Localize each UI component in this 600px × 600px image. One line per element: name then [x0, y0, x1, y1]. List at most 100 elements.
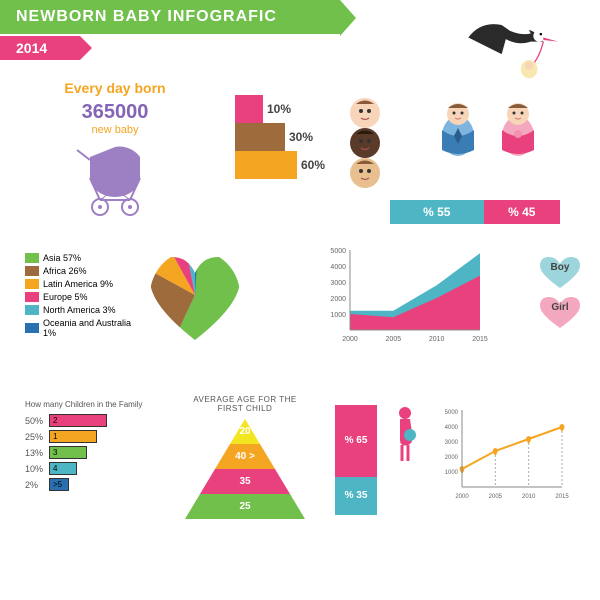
svg-text:2005: 2005 — [386, 336, 402, 343]
ethnicity-bar-row: 10% — [235, 95, 325, 123]
legend-label: North America 3% — [43, 305, 116, 315]
svg-text:2015: 2015 — [472, 336, 488, 343]
year-text: 2014 — [16, 40, 47, 56]
title-text: NEWBORN BABY INFOGRAFIC — [16, 8, 277, 25]
family-pct: 2% — [25, 480, 49, 490]
ethnicity-pct: 10% — [263, 102, 291, 116]
svg-text:2010: 2010 — [522, 494, 536, 500]
daily-births-sub: new baby — [25, 124, 205, 136]
pyramid-tier: 35 — [200, 469, 290, 494]
legend-row: Europe 5% — [25, 292, 140, 302]
family-bar: 1 — [49, 430, 97, 443]
ethnicity-bar — [235, 123, 285, 151]
family-bar: 3 — [49, 446, 87, 459]
svg-text:1000: 1000 — [445, 470, 459, 476]
family-pct: 13% — [25, 448, 49, 458]
svg-text:3000: 3000 — [330, 280, 346, 287]
ethnicity-bar — [235, 95, 263, 123]
pregnant-woman-icon — [390, 405, 420, 465]
legend-swatch — [25, 323, 39, 333]
daily-births-number: 365000 — [25, 101, 205, 124]
gender-heart-legend: Boy Girl — [535, 250, 585, 334]
gender-split-bar: % 55% 45 — [390, 200, 560, 224]
daily-births-heading: Every day born — [25, 80, 205, 97]
ethnicity-bar-row: 60% — [235, 151, 325, 179]
pyramid-tier: 25 — [185, 494, 305, 519]
family-title: How many Children in the Family — [25, 400, 165, 409]
svg-text:2015: 2015 — [555, 494, 569, 500]
svg-text:4000: 4000 — [330, 264, 346, 271]
title-ribbon: NEWBORN BABY INFOGRAFIC — [0, 0, 340, 34]
svg-text:4000: 4000 — [445, 425, 459, 431]
gender-segment: % 55 — [390, 200, 484, 224]
swaddle-girl-icon — [496, 100, 540, 156]
vbar-segment: % 35 — [335, 477, 377, 516]
svg-text:2000: 2000 — [330, 296, 346, 303]
legend-label: Oceania and Australia 1% — [43, 318, 140, 338]
baby-face-icon — [350, 158, 380, 188]
svg-text:2010: 2010 — [429, 336, 445, 343]
gender-heart-label: Girl — [535, 302, 585, 313]
age-pyramid-panel: AVERAGE AGE FOR THE FIRST CHILD 2040 >35… — [180, 395, 310, 519]
svg-text:5000: 5000 — [330, 248, 346, 255]
legend-row: North America 3% — [25, 305, 140, 315]
area-chart-panel: 1000 2000 3000 4000 5000 2000 2005 2010 2015 — [330, 245, 560, 355]
baby-face-icon — [350, 128, 380, 158]
ethnicity-bar-row: 30% — [235, 123, 325, 151]
legend-label: Asia 57% — [43, 253, 81, 263]
family-bar-row: 13%3 — [25, 445, 165, 460]
family-bar: 4 — [49, 462, 77, 475]
heart-pie-chart — [140, 245, 250, 345]
gender-heart: Girl — [535, 294, 585, 330]
gender-heart: Boy — [535, 254, 585, 290]
family-bar-row: 25%1 — [25, 429, 165, 444]
legend-swatch — [25, 305, 39, 315]
swaddle-babies — [430, 100, 560, 161]
ethnicity-bars: 10% 30% 60% — [235, 95, 325, 179]
svg-text:2000: 2000 — [342, 336, 358, 343]
gender-heart-label: Boy — [535, 262, 585, 273]
svg-text:2005: 2005 — [489, 494, 503, 500]
family-bar: 2 — [49, 414, 107, 427]
family-bar-row: 50%2 — [25, 413, 165, 428]
family-bar: >5 — [49, 478, 69, 491]
family-bar-row: 10%4 — [25, 461, 165, 476]
legend-label: Latin America 9% — [43, 279, 113, 289]
svg-text:3000: 3000 — [445, 440, 459, 446]
stroller-icon — [75, 142, 155, 222]
family-bar-row: 2%>5 — [25, 477, 165, 492]
family-pct: 50% — [25, 416, 49, 426]
pyramid-title: AVERAGE AGE FOR THE FIRST CHILD — [180, 395, 310, 413]
baby-face-icon — [350, 98, 380, 128]
pyramid-tier: 40 > — [215, 444, 275, 469]
family-pct: 10% — [25, 464, 49, 474]
svg-text:1000: 1000 — [330, 312, 346, 319]
legend-swatch — [25, 292, 39, 302]
vbar-segment: % 65 — [335, 405, 377, 477]
legend-label: Europe 5% — [43, 292, 88, 302]
swaddle-boy-icon — [436, 100, 480, 156]
daily-births-panel: Every day born 365000 new baby — [25, 80, 205, 222]
region-legend: Asia 57% Africa 26% Latin America 9% Europe… — [25, 250, 140, 341]
legend-swatch — [25, 266, 39, 276]
family-pct: 25% — [25, 432, 49, 442]
legend-swatch — [25, 279, 39, 289]
legend-row: Africa 26% — [25, 266, 140, 276]
svg-text:5000: 5000 — [445, 410, 459, 416]
legend-swatch — [25, 253, 39, 263]
svg-text:2000: 2000 — [445, 455, 459, 461]
legend-row: Latin America 9% — [25, 279, 140, 289]
line-chart-panel: 1000 2000 3000 4000 5000 2000 2005 2010 2015 — [440, 405, 570, 515]
stork-icon — [460, 10, 560, 90]
gender-segment: % 45 — [484, 200, 561, 224]
area-chart: 1000 2000 3000 4000 5000 2000 2005 2010 2015 — [330, 245, 490, 345]
region-panel: Asia 57% Africa 26% Latin America 9% Europe… — [25, 245, 305, 345]
legend-row: Oceania and Australia 1% — [25, 318, 140, 338]
svg-text:2000: 2000 — [455, 494, 469, 500]
legend-row: Asia 57% — [25, 253, 140, 263]
ethnicity-pct: 60% — [297, 158, 325, 172]
line-chart: 1000 2000 3000 4000 5000 2000 2005 2010 2015 — [440, 405, 570, 505]
year-ribbon: 2014 — [0, 36, 80, 60]
family-size-panel: How many Children in the Family 50%225%1… — [25, 400, 165, 493]
ethnicity-pct: 30% — [285, 130, 313, 144]
